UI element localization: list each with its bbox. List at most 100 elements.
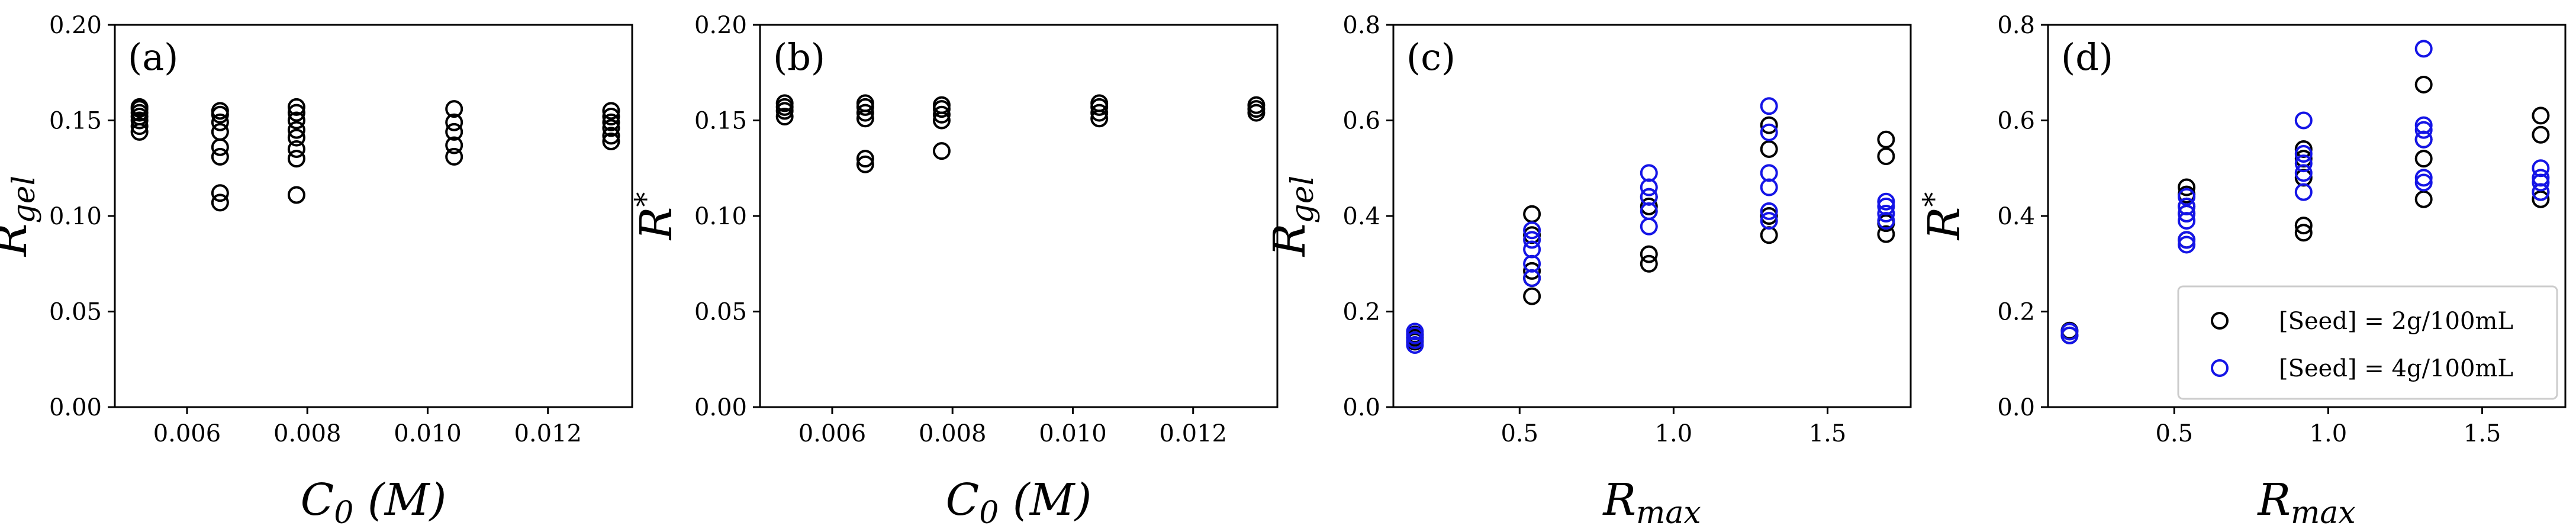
data-point [602, 133, 620, 151]
panel-d: 0.5 1.0 1.50.00.20.40.60.8(d)RmaxR*[Seed] … [1917, 12, 2567, 529]
panel-label: (c) [1406, 36, 1456, 79]
data-point [1760, 212, 1778, 230]
data-point [211, 102, 229, 120]
data-point [287, 98, 305, 116]
data-point [1523, 240, 1541, 259]
y-tick-label: 0.20 [49, 12, 102, 39]
data-point [2414, 116, 2433, 134]
data-point [2294, 224, 2313, 242]
data-point [1760, 97, 1778, 115]
x-axis-label-subscript: max [1636, 495, 1701, 529]
x-axis-label: C0 (M) [301, 475, 447, 529]
y-tick-label: 0.8 [1342, 12, 1380, 39]
x-axis-label-main: R [1602, 475, 1636, 525]
data-point [1760, 140, 1778, 158]
panel-label: (b) [773, 36, 825, 79]
data-point [1523, 221, 1541, 240]
data-point [1523, 231, 1541, 249]
data-point [602, 113, 620, 131]
data-point [602, 108, 620, 126]
data-point [2414, 169, 2433, 187]
data-point [1877, 147, 1895, 166]
data-point [445, 136, 463, 154]
x-tick-label: 0.5 [1500, 420, 1538, 447]
y-tick-label: 0.6 [1342, 108, 1380, 135]
data-point [1406, 336, 1424, 354]
data-point [932, 142, 951, 160]
y-axis-label-superscript: * [629, 192, 663, 207]
axes-frame [1392, 24, 1912, 408]
y-tick-label: 0.4 [1997, 203, 2035, 230]
data-point [2532, 190, 2550, 208]
legend-label: [Seed] = 4g/100mL [2279, 355, 2513, 382]
data-point [1877, 197, 1895, 215]
x-axis-label-main: C [946, 475, 980, 525]
y-axis-label-main: R [631, 207, 682, 241]
data-point [1523, 205, 1541, 223]
y-axis-label-main: R [1264, 223, 1315, 257]
data-point [287, 150, 305, 168]
data-point [287, 128, 305, 147]
y-axis-label: Rgel [0, 176, 42, 257]
y-tick-label: 0.2 [1342, 299, 1380, 326]
data-point [211, 147, 229, 166]
y-tick-label: 0.4 [1342, 203, 1380, 230]
data-point [2294, 183, 2313, 201]
axes-frame [759, 24, 1279, 408]
data-point [1760, 178, 1778, 196]
data-point [1090, 104, 1109, 122]
data-point [2178, 204, 2196, 222]
y-tick-label: 0.05 [49, 299, 102, 326]
x-axis-label: Rmax [2256, 475, 2355, 529]
x-tick-label: 0.006 [153, 420, 221, 447]
data-point [2178, 188, 2196, 206]
x-tick-label: 1.0 [1655, 420, 1693, 447]
data-point [2294, 111, 2313, 130]
y-axis-label-main: R [0, 223, 37, 257]
data-point [287, 121, 305, 139]
y-tick-label: 0.10 [694, 203, 747, 230]
data-point [602, 119, 620, 137]
data-point [1523, 287, 1541, 305]
data-point [2532, 107, 2550, 125]
data-point [602, 102, 620, 120]
data-point [1760, 226, 1778, 244]
x-axis-label: Rmax [1602, 475, 1701, 529]
x-axis-label-main: C [301, 475, 334, 525]
y-tick-label: 0.15 [694, 108, 747, 135]
data-point [856, 155, 874, 173]
y-tick-label: 0.20 [694, 12, 747, 39]
data-point [2294, 145, 2313, 163]
y-axis-label-main: R [1919, 207, 1970, 241]
data-point [2294, 164, 2313, 182]
x-tick-label: 1.5 [2464, 420, 2501, 447]
y-tick-label: 0.00 [49, 394, 102, 421]
data-point [856, 94, 874, 112]
data-point [1406, 331, 1424, 349]
data-point [130, 98, 149, 116]
x-axis-label-subscript: max [2291, 495, 2356, 529]
data-point [602, 127, 620, 145]
data-point [2414, 150, 2433, 168]
data-point [287, 104, 305, 122]
data-point [445, 113, 463, 131]
x-tick-label: 0.012 [514, 420, 582, 447]
data-point [2414, 121, 2433, 139]
panel-label: (d) [2061, 36, 2113, 79]
data-point [1640, 188, 1658, 206]
data-point [1877, 225, 1895, 243]
axes-frame [114, 24, 633, 408]
legend-marker [2211, 359, 2229, 377]
x-tick-label: 0.010 [394, 420, 462, 447]
y-tick-label: 0.0 [1342, 394, 1380, 421]
x-tick-label: 0.012 [1159, 420, 1227, 447]
data-point [1760, 116, 1778, 134]
data-point [211, 138, 229, 156]
data-point [2178, 231, 2196, 249]
y-tick-label: 0.8 [1997, 12, 2035, 39]
data-point [2414, 190, 2433, 208]
x-tick-label: 1.0 [2310, 420, 2348, 447]
data-point [211, 193, 229, 212]
